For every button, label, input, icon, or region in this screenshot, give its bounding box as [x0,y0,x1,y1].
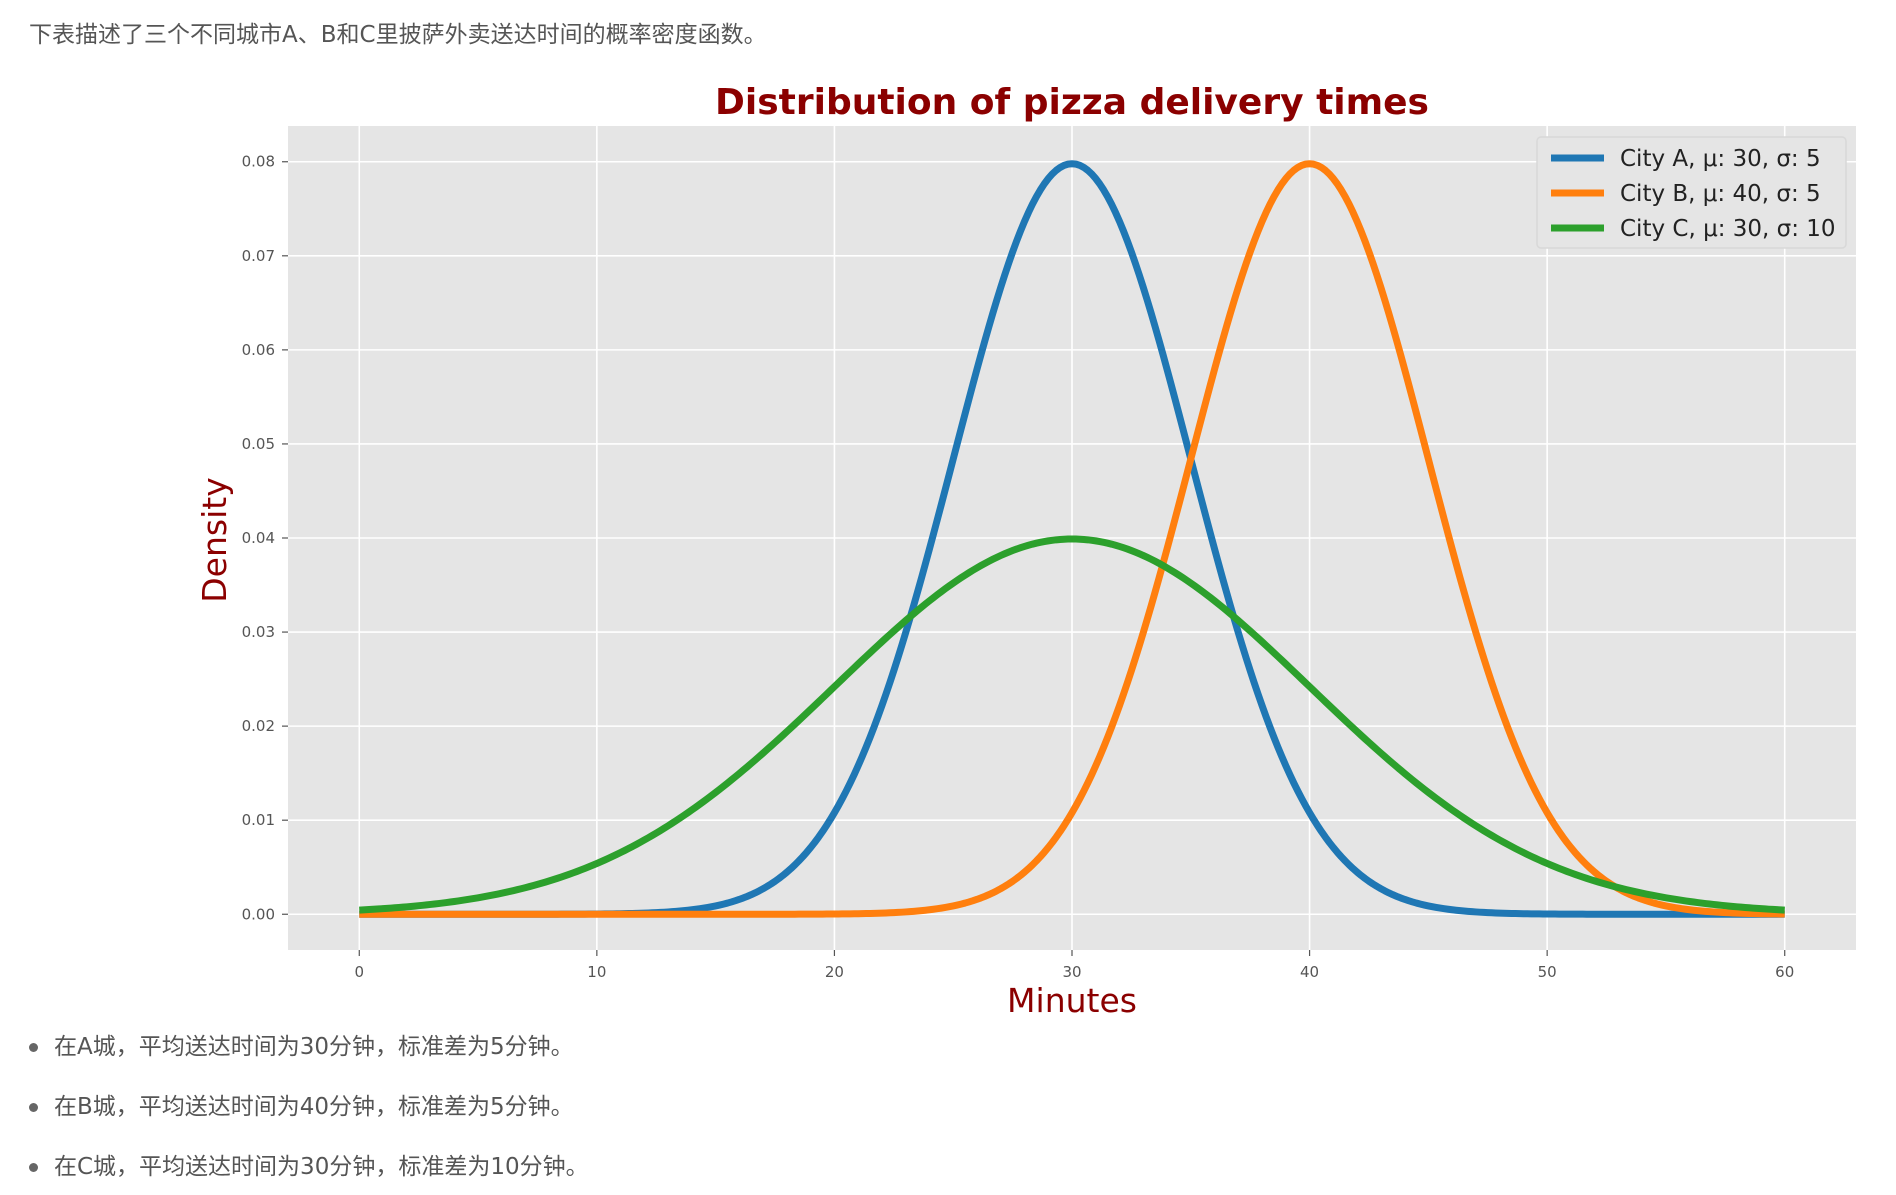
y-tick-label: 0.07 [242,247,275,265]
bullet-icon [29,1043,38,1052]
x-tick-label: 30 [1062,963,1081,981]
density-chart: 0 10 20 30 40 50 60 0.00 0.01 0.02 0.03 0.04 0.05 0.0… [195,82,1856,1020]
axis-ticks: 0 10 20 30 40 50 60 0.00 0.01 0.02 0.03 0.04 0.05 0.0… [242,153,1795,981]
x-tick-label: 40 [1300,963,1319,981]
legend-label: City B, μ: 40, σ: 5 [1620,181,1821,207]
legend-box [1536,136,1847,249]
legend-label: City A, μ: 30, σ: 5 [1620,146,1821,172]
x-tick-label: 50 [1538,963,1557,981]
note-city-c: 在C城，平均送达时间为30分钟，标准差为10分钟。 [54,1154,589,1180]
list-item: 在B城，平均送达时间为40分钟，标准差为5分钟。 [29,1090,589,1150]
series-line-city-c [359,535,1785,914]
legend-label: City C, μ: 30, σ: 10 [1620,216,1836,242]
notes-list: 在A城，平均送达时间为30分钟，标准差为5分钟。 在B城，平均送达时间为40分钟… [29,1030,589,1195]
series-line-city-b [359,160,1785,918]
y-axis-label: Density [195,477,234,602]
y-tick-label: 0.03 [242,623,275,641]
series-lines [359,160,1785,918]
x-axis-label: Minutes [1007,981,1137,1020]
y-tick-label: 0.04 [242,529,275,547]
y-tick-label: 0.06 [242,341,275,359]
note-city-a: 在A城，平均送达时间为30分钟，标准差为5分钟。 [54,1034,574,1060]
legend-entries: City A, μ: 30, σ: 5 City B, μ: 40, σ: 5 Ci… [1551,146,1836,242]
y-tick-label: 0.02 [242,717,275,735]
intro-text: 下表描述了三个不同城市A、B和C里披萨外卖送达时间的概率密度函数。 [29,22,767,48]
x-tick-label: 20 [825,963,844,981]
y-tick-label: 0.00 [242,905,275,923]
y-tick-label: 0.05 [242,435,275,453]
chart-title: Distribution of pizza delivery times [715,82,1429,123]
list-item: 在C城，平均送达时间为30分钟，标准差为10分钟。 [29,1150,589,1195]
bullet-icon [29,1163,38,1172]
x-tick-label: 60 [1775,963,1794,981]
x-tick-label: 10 [587,963,606,981]
y-tick-label: 0.08 [242,153,275,171]
x-tick-label: 0 [354,963,364,981]
list-item: 在A城，平均送达时间为30分钟，标准差为5分钟。 [29,1030,589,1090]
y-tick-label: 0.01 [242,811,275,829]
bullet-icon [29,1103,38,1112]
legend: City A, μ: 30, σ: 5 City B, μ: 40, σ: 5 Ci… [1536,136,1847,249]
note-city-b: 在B城，平均送达时间为40分钟，标准差为5分钟。 [54,1094,574,1120]
